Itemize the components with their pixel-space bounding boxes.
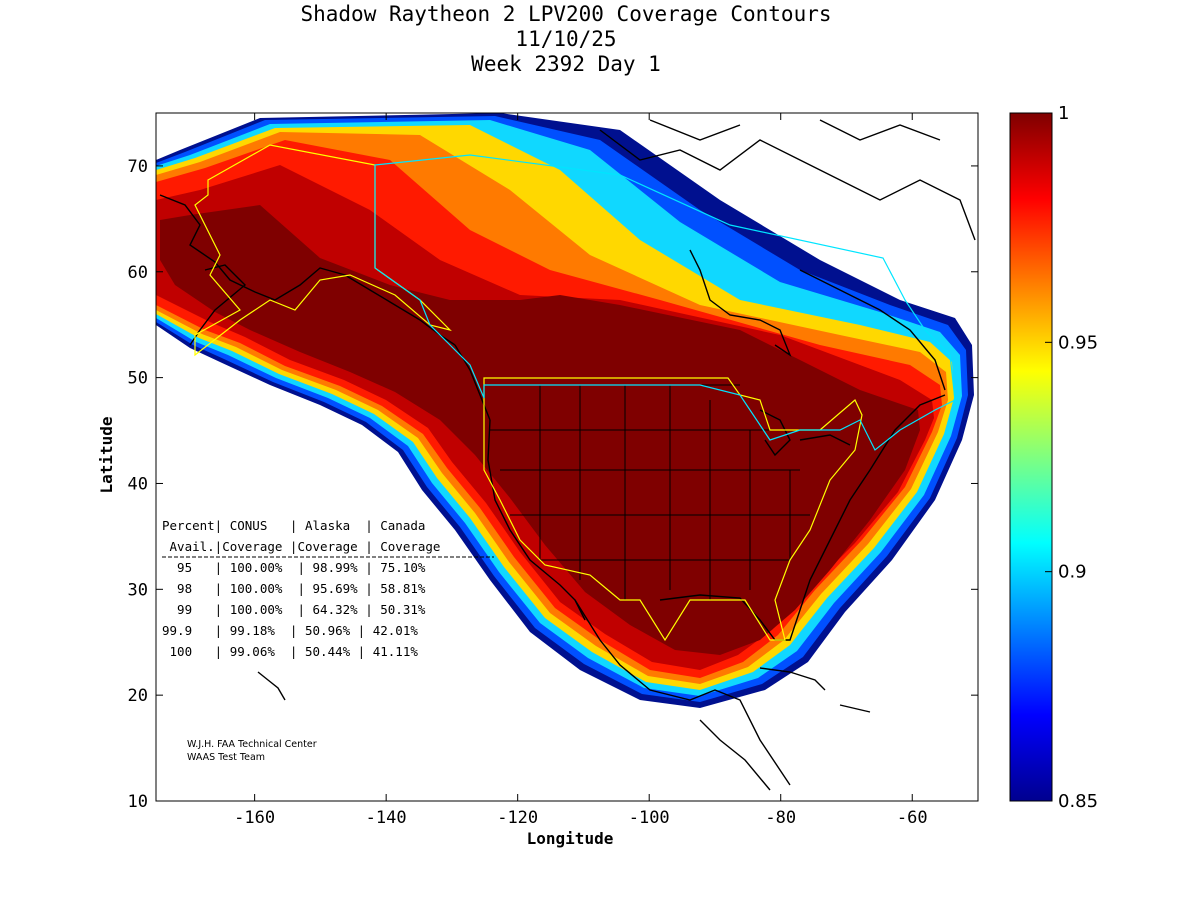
baja-mexico-coast — [574, 599, 791, 786]
x-axis-label: Longitude — [527, 829, 614, 848]
colorbar-tick-label: 0.95 — [1058, 332, 1098, 353]
colorbar-ticks: 1 0.95 0.9 0.85 — [1045, 103, 1098, 812]
x-tick-label: -160 — [234, 808, 275, 828]
table-line: 98 | 100.00% | 95.69% | 58.81% — [162, 581, 426, 596]
central-america — [699, 719, 771, 791]
table-line: 99 | 100.00% | 64.32% | 50.31% — [162, 602, 426, 617]
x-tick-label: -80 — [765, 808, 796, 828]
credit-line-2: WAAS Test Team — [187, 752, 265, 763]
x-tick-label: -140 — [366, 808, 407, 828]
y-tick-label: 60 — [128, 263, 148, 283]
table-line: Avail.|Coverage |Coverage | Coverage — [162, 539, 440, 554]
colorbar — [1009, 112, 1053, 802]
x-tick-label: -60 — [897, 808, 928, 828]
plot-frame — [155, 112, 979, 802]
y-tick-label: 10 — [128, 792, 148, 812]
x-tick-label: -100 — [629, 808, 670, 828]
colorbar-tick-label: 0.85 — [1058, 791, 1098, 812]
y-tick-label: 20 — [128, 686, 148, 706]
y-axis: 10 20 30 40 50 60 70 — [128, 157, 978, 812]
chart-week-day: Week 2392 Day 1 — [471, 52, 661, 76]
cuba-caribbean — [759, 667, 871, 713]
table-line: 99.9 | 99.18% | 50.96% | 42.01% — [162, 623, 418, 638]
canada-service-boundary — [374, 154, 956, 451]
conus-service-boundary — [483, 377, 863, 642]
table-line: 95 | 100.00% | 98.99% | 75.10% — [162, 560, 426, 575]
great-lakes — [759, 409, 851, 457]
colorbar-tick-label: 0.9 — [1058, 562, 1087, 583]
chart-title: Shadow Raytheon 2 LPV200 Coverage Contou… — [300, 2, 832, 26]
table-line: 100 | 99.06% | 50.44% | 41.11% — [162, 644, 418, 659]
arctic-islands — [599, 119, 976, 241]
table-line: Percent| CONUS | Alaska | Canada — [162, 518, 425, 533]
colorbar-tick-label: 1 — [1058, 103, 1069, 124]
x-axis: -160 -140 -120 -100 -80 -60 — [234, 113, 928, 828]
us-west-coast — [487, 419, 586, 621]
hawaii — [257, 671, 286, 701]
hudson-bay — [689, 249, 792, 357]
y-tick-label: 70 — [128, 157, 148, 177]
y-axis-label: Latitude — [97, 416, 116, 493]
y-tick-label: 30 — [128, 580, 148, 600]
x-tick-label: -120 — [497, 808, 538, 828]
coverage-table: Percent| CONUS | Alaska | Canada Avail.|… — [162, 518, 494, 659]
y-tick-label: 50 — [128, 369, 148, 389]
y-tick-label: 40 — [128, 474, 148, 494]
credit-line-1: W.J.H. FAA Technical Center — [187, 739, 317, 750]
labrador-coast — [799, 269, 946, 391]
chart-date: 11/10/25 — [515, 27, 617, 51]
